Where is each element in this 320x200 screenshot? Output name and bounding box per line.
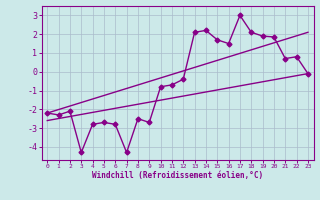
X-axis label: Windchill (Refroidissement éolien,°C): Windchill (Refroidissement éolien,°C): [92, 171, 263, 180]
